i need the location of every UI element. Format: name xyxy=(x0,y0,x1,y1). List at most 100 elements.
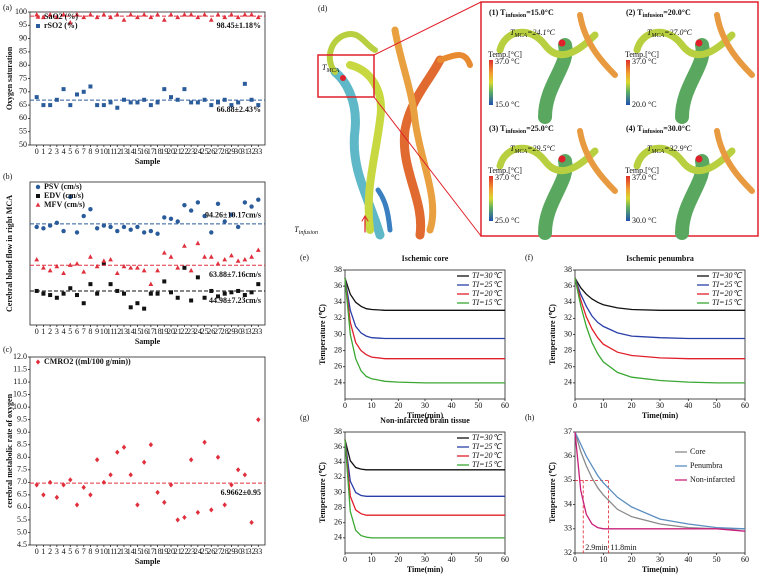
point xyxy=(175,14,181,20)
point xyxy=(175,517,180,523)
y-tick-label: 26 xyxy=(564,362,572,371)
y-tick-label: 33 xyxy=(564,524,572,533)
mean-label: 94.26±10.17cm/s xyxy=(205,211,261,220)
point xyxy=(94,226,100,231)
legend-label: TI=20℃ xyxy=(712,289,743,298)
point xyxy=(182,87,187,92)
point xyxy=(61,270,66,276)
x-tick-label: 5 xyxy=(68,147,72,156)
point xyxy=(216,100,220,105)
x-tick-label: 6 xyxy=(75,547,79,556)
text-part: T xyxy=(322,63,327,72)
colorbar-max: 37.0 °C xyxy=(632,173,657,182)
text-part: T xyxy=(510,144,515,153)
panel-label: (d) xyxy=(318,4,328,13)
colorbar-title: Temp.[°C] xyxy=(488,166,522,175)
y-tick-label: 6.5 xyxy=(17,490,27,499)
point xyxy=(148,442,154,448)
point xyxy=(54,295,59,300)
x-tick-label: 28 xyxy=(221,327,229,336)
colorbar xyxy=(626,176,630,221)
x-tick-label: 10 xyxy=(100,147,108,156)
mca-temp: TMCA=29.5°C xyxy=(510,144,556,156)
point xyxy=(175,219,180,224)
y-tick-label: 34 xyxy=(334,297,342,306)
panel-label: (b) xyxy=(3,172,13,181)
point xyxy=(128,227,133,232)
point xyxy=(169,95,173,100)
line xyxy=(344,439,505,516)
point xyxy=(41,265,46,270)
subscript: MCA xyxy=(513,149,527,155)
point xyxy=(249,290,254,295)
point xyxy=(202,439,207,445)
point xyxy=(249,97,254,102)
x-tick-label: 26 xyxy=(207,327,215,336)
point xyxy=(242,293,247,298)
x-tick-label: 9 xyxy=(95,547,99,556)
point xyxy=(47,267,53,273)
point xyxy=(148,281,154,286)
line xyxy=(344,277,505,340)
y-tick-label: 37 xyxy=(564,427,572,436)
point xyxy=(182,12,187,17)
text-part: =24.1°C xyxy=(527,28,556,37)
point xyxy=(68,286,73,291)
mca-point xyxy=(695,155,703,163)
vessel xyxy=(633,144,736,175)
point xyxy=(188,457,194,463)
x-tick-label: 9 xyxy=(95,327,99,336)
point xyxy=(256,103,261,108)
point xyxy=(67,262,73,267)
x-tick-label: 18 xyxy=(154,547,162,556)
x-tick-label: 20 xyxy=(628,555,636,564)
colorbar-title: Temp.[°C] xyxy=(488,50,522,59)
x-axis-label: Sample xyxy=(135,557,161,566)
y-axis-label: Oxygen saturation xyxy=(5,46,14,110)
vessel xyxy=(633,28,736,59)
point xyxy=(161,250,167,255)
point xyxy=(229,103,234,108)
x-tick-label: 6 xyxy=(75,327,79,336)
x-tick-label: 21 xyxy=(174,147,182,156)
point xyxy=(61,228,66,234)
point xyxy=(135,224,140,230)
point xyxy=(88,492,93,498)
y-tick-label: 9.5 xyxy=(17,414,27,423)
x-tick-label: 40 xyxy=(684,401,692,410)
x-tick-label: 60 xyxy=(501,401,509,410)
point xyxy=(249,519,254,526)
line xyxy=(344,439,505,539)
point xyxy=(75,293,79,298)
colorbar xyxy=(626,60,630,105)
point xyxy=(121,444,127,450)
point xyxy=(175,295,180,300)
subpanel-title: (3) Tinfusion=25.0°C xyxy=(489,124,554,136)
point xyxy=(168,482,174,488)
x-tick-label: 30 xyxy=(234,547,242,556)
x-tick-label: 31 xyxy=(241,327,249,336)
subscript: MCA xyxy=(325,68,339,74)
y-tick-label: 32 xyxy=(564,313,572,322)
legend-label: TI=30℃ xyxy=(712,271,743,280)
x-tick-label: 8 xyxy=(88,327,92,336)
line xyxy=(574,431,745,530)
point xyxy=(121,17,127,22)
y-tick-label: 7.0 xyxy=(17,477,27,486)
point xyxy=(41,291,46,296)
point xyxy=(189,298,194,303)
colorbar-max: 37.0 °C xyxy=(632,57,657,66)
point xyxy=(94,263,100,269)
point xyxy=(94,457,100,463)
colorbar xyxy=(489,176,493,221)
time-marker-label: 11.8min xyxy=(610,543,636,552)
colorbar-title: Temp.[°C] xyxy=(625,166,659,175)
point xyxy=(216,294,220,299)
x-tick-label: 11 xyxy=(107,147,115,156)
point xyxy=(148,228,154,234)
y-tick-label: 55 xyxy=(19,127,27,136)
x-tick-label: 3 xyxy=(55,327,59,336)
point xyxy=(242,200,248,205)
panel-label: (h) xyxy=(525,413,535,422)
x-tick-label: 31 xyxy=(241,147,249,156)
